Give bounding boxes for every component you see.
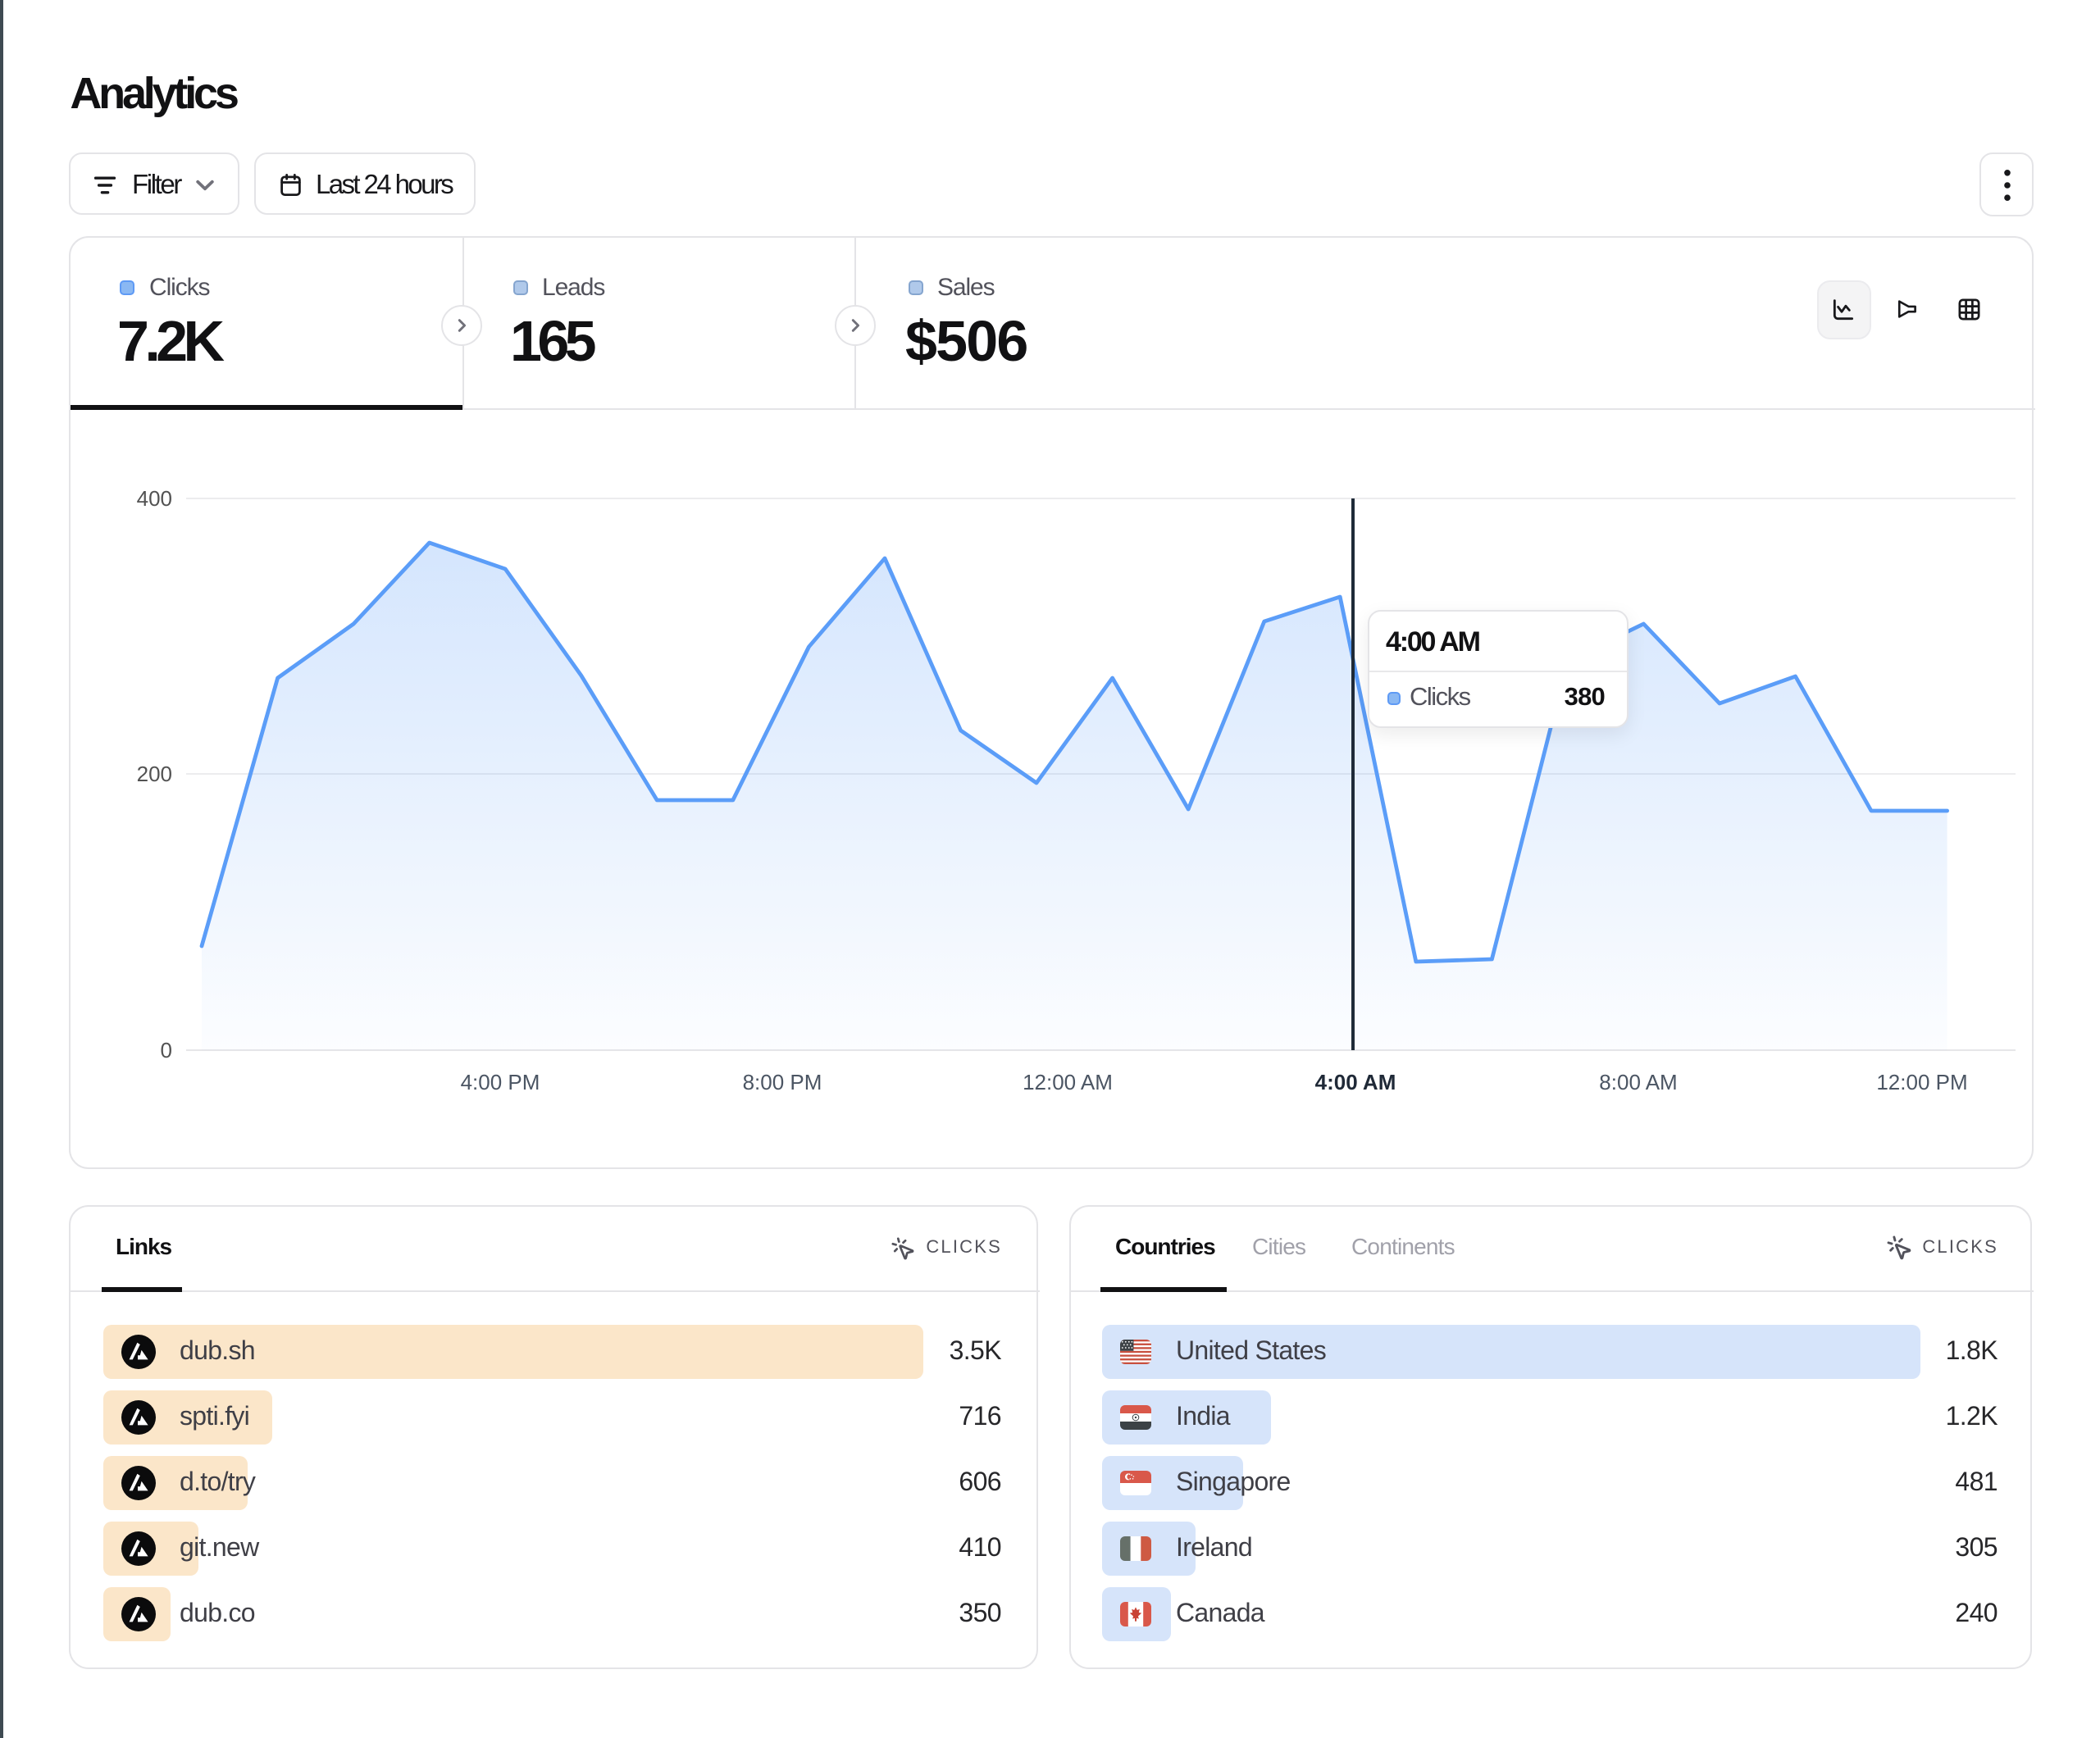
svg-text:4:00 PM: 4:00 PM	[461, 1070, 540, 1094]
svg-text:200: 200	[137, 762, 172, 786]
svg-text:8:00 PM: 8:00 PM	[743, 1070, 822, 1094]
svg-text:8:00 AM: 8:00 AM	[1599, 1070, 1677, 1094]
svg-text:400: 400	[137, 486, 172, 511]
svg-text:12:00 PM: 12:00 PM	[1876, 1070, 1967, 1094]
svg-text:0: 0	[161, 1038, 172, 1062]
svg-text:12:00 AM: 12:00 AM	[1023, 1070, 1113, 1094]
svg-text:4:00 AM: 4:00 AM	[1315, 1070, 1396, 1094]
